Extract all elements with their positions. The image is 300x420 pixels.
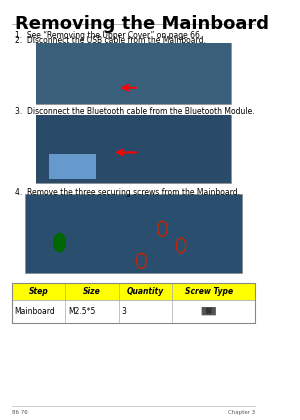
FancyBboxPatch shape: [25, 194, 242, 273]
Text: Mainboard: Mainboard: [15, 307, 55, 316]
Bar: [12, 283, 255, 323]
Bar: [12, 300, 255, 323]
Text: M2.5*5: M2.5*5: [68, 307, 95, 316]
Text: 2.  Disconnect the USB cable from the Mainboard.: 2. Disconnect the USB cable from the Mai…: [15, 37, 206, 45]
Text: 1.  See “Removing the Upper Cover” on page 66.: 1. See “Removing the Upper Cover” on pag…: [15, 31, 202, 39]
FancyBboxPatch shape: [36, 43, 231, 104]
Text: Step: Step: [29, 287, 49, 296]
Text: Chapter 3: Chapter 3: [228, 410, 255, 415]
Text: Screw Type: Screw Type: [185, 287, 233, 296]
Bar: [12, 283, 255, 300]
Text: Size: Size: [83, 287, 101, 296]
Text: Quantity: Quantity: [127, 287, 164, 296]
FancyBboxPatch shape: [49, 154, 97, 178]
FancyBboxPatch shape: [36, 43, 231, 104]
Text: 3: 3: [122, 307, 126, 316]
Text: Removing the Mainboard: Removing the Mainboard: [15, 15, 268, 33]
Text: 4.  Remove the three securing screws from the Mainboard.: 4. Remove the three securing screws from…: [15, 188, 240, 197]
FancyBboxPatch shape: [202, 307, 216, 315]
FancyBboxPatch shape: [36, 116, 231, 183]
Text: 86 76: 86 76: [12, 410, 28, 415]
Text: 3.  Disconnect the Bluetooth cable from the Bluetooth Module.: 3. Disconnect the Bluetooth cable from t…: [15, 107, 254, 116]
Circle shape: [54, 234, 65, 252]
FancyBboxPatch shape: [206, 308, 212, 314]
FancyBboxPatch shape: [36, 116, 231, 183]
